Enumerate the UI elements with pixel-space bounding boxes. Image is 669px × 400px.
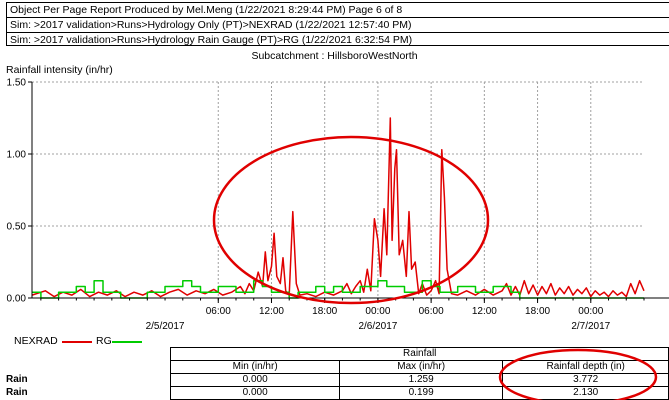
x-tick-label: 12:00 xyxy=(259,306,284,317)
legend-rg-label: RG xyxy=(96,335,112,347)
x-tick-label: 18:00 xyxy=(312,306,337,317)
cell-max: 0.199 xyxy=(338,386,504,400)
x-tick-label: 12:00 xyxy=(472,306,497,317)
sim-nexrad-line: Sim: >2017 validation>Runs>Hydrology Onl… xyxy=(7,17,669,32)
y-tick-label: 1.50 xyxy=(7,78,27,89)
x-tick-label: 00:00 xyxy=(365,306,390,317)
report-info-line: Object Per Page Report Produced by Mel.M… xyxy=(10,4,403,16)
col-header-min: Min (in/hr) xyxy=(170,360,340,374)
y-tick-label: 0.50 xyxy=(7,222,27,233)
row-label: Rain xyxy=(6,374,28,385)
cell-min: 0.000 xyxy=(170,373,340,387)
y-tick-label: 0.00 xyxy=(7,294,27,305)
y-axis-label: Rainfall intensity (in/hr) xyxy=(6,64,113,76)
report-header: Object Per Page Report Produced by Mel.M… xyxy=(6,2,669,46)
legend-nexrad-label: NEXRAD xyxy=(14,335,58,347)
cell-min: 0.000 xyxy=(170,386,340,400)
x-date-label: 2/7/2017 xyxy=(571,321,610,332)
x-date-label: 2/6/2017 xyxy=(358,321,397,332)
legend-nexrad-swatch xyxy=(62,341,92,343)
x-date-label: 2/5/2017 xyxy=(146,321,185,332)
sim-rg-line: Sim: >2017 validation>Runs>Hydrology Rai… xyxy=(7,32,669,47)
y-tick-label: 1.00 xyxy=(7,150,27,161)
chart-title: Subcatchment : HillsboroWestNorth xyxy=(251,50,418,62)
plot-area xyxy=(32,82,644,298)
rainfall-stats-table: Rainfall Min (in/hr) Max (in/hr) Rainfal… xyxy=(0,347,669,400)
cell-depth: 3.772 xyxy=(502,373,669,387)
row-label: Rain xyxy=(6,387,28,398)
table-row: Rain 0.000 1.259 3.772 xyxy=(0,373,669,387)
x-tick-label: 00:00 xyxy=(578,306,603,317)
table-group-header: Rainfall xyxy=(170,347,669,361)
cell-depth: 2.130 xyxy=(502,386,669,400)
table-row: Rain 0.000 0.199 2.130 xyxy=(0,386,669,400)
x-tick-label: 06:00 xyxy=(206,306,231,317)
col-header-depth: Rainfall depth (in) xyxy=(502,360,669,374)
x-tick-label: 18:00 xyxy=(525,306,550,317)
x-tick-label: 06:00 xyxy=(419,306,444,317)
cell-max: 1.259 xyxy=(338,373,504,387)
legend-rg-swatch xyxy=(112,341,142,343)
col-header-max: Max (in/hr) xyxy=(338,360,504,374)
